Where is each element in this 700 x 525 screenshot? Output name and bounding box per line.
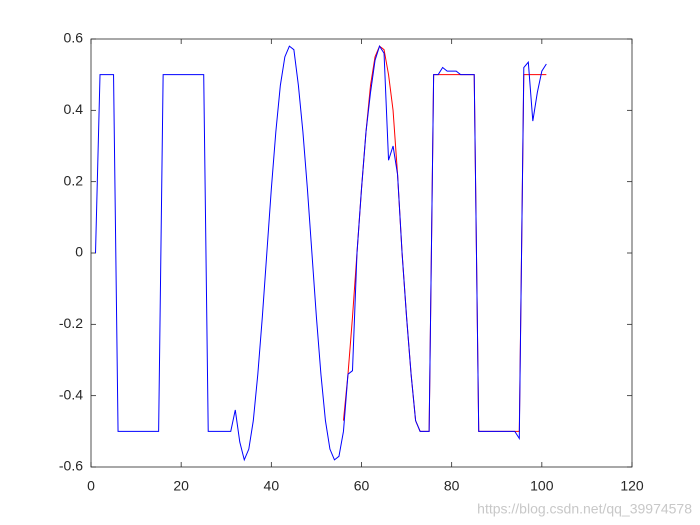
x-tick-label: 40 [264,478,280,494]
y-tick-label: 0 [75,244,83,260]
y-tick-label: -0.6 [59,458,83,474]
plot-area [90,38,633,468]
y-tick-label: -0.2 [59,315,83,331]
y-tick-label: 0.6 [64,30,84,46]
x-tick-label: 0 [87,478,95,494]
x-tick-label: 60 [354,478,370,494]
watermark: https://blog.csdn.net/qq_39974578 [477,501,692,517]
y-tick-label: 0.4 [64,101,84,117]
x-tick-label: 100 [530,478,554,494]
y-tick-label: 0.2 [64,172,84,188]
x-tick-label: 120 [620,478,644,494]
x-tick-label: 80 [444,478,460,494]
x-tick-label: 20 [173,478,189,494]
series-line [95,44,547,462]
y-tick-label: -0.4 [59,386,83,402]
